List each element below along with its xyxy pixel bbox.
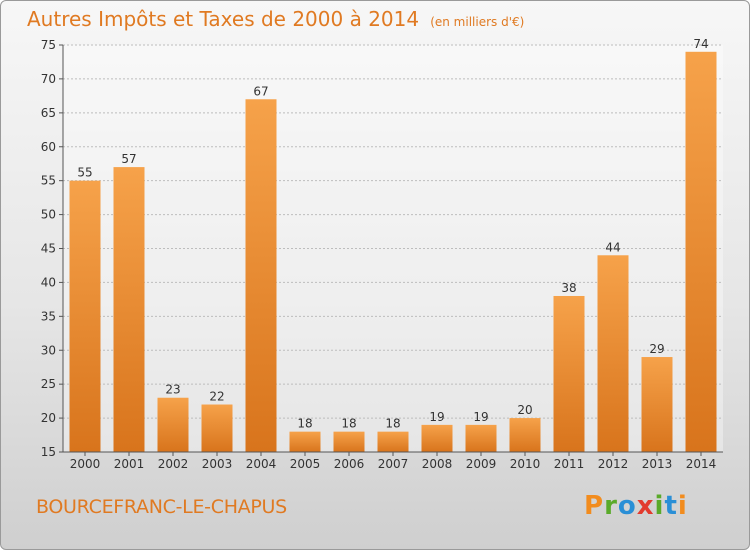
x-tick-label: 2005 [290,457,321,471]
value-label: 20 [517,403,532,417]
x-tick-label: 2009 [466,457,497,471]
y-tick-label: 75 [41,38,56,52]
labels: 15 20 25 30 35 40 45 50 55 60 65 70 75 55 2000 57 2001 23… [41,37,717,471]
chart-title: Autres Impôts et Taxes de 2000 à 2014 [27,7,420,31]
title-area: Autres Impôts et Taxes de 2000 à 2014 (e… [27,7,524,31]
x-tick-label: 2010 [510,457,541,471]
value-label: 19 [473,410,488,424]
bar-2000 [69,180,101,452]
x-tick-label: 2001 [114,457,145,471]
y-tick-label: 70 [41,72,56,86]
bar-2012 [597,255,629,452]
x-tick-label: 2008 [422,457,453,471]
y-tick-label: 50 [41,208,56,222]
bar-2013 [641,357,673,452]
x-tick-label: 2012 [598,457,629,471]
value-label: 22 [209,390,224,404]
y-tick-label: 15 [41,445,56,459]
x-tick-label: 2007 [378,457,409,471]
axes [59,44,723,456]
bars [69,51,717,453]
bar-2014 [685,51,717,453]
logo-letter: x [636,491,655,521]
logo-letter: r [604,491,618,521]
bar-2007 [377,431,409,452]
x-tick-label: 2006 [334,457,365,471]
value-label: 55 [77,166,92,180]
bar-2001 [113,167,145,452]
value-label: 44 [605,240,620,254]
proxiti-logo: Proxiti [584,491,688,521]
y-tick-label: 25 [41,377,56,391]
logo-letter: o [617,491,637,521]
y-tick-label: 60 [41,140,56,154]
x-tick-label: 2014 [686,457,717,471]
x-tick-label: 2004 [246,457,277,471]
y-tick-label: 35 [41,309,56,323]
value-label: 19 [429,410,444,424]
value-label: 23 [165,383,180,397]
logo-letter: t [664,491,678,521]
x-tick-label: 2003 [202,457,233,471]
value-label: 18 [385,417,400,431]
bar-2010 [509,418,541,452]
y-tick-label: 45 [41,242,56,256]
logo-letter: P [584,491,605,521]
y-tick-label: 20 [41,411,56,425]
y-tick-label: 65 [41,106,56,120]
bar-2006 [333,431,365,452]
bar-2008 [421,424,453,452]
bar-2002 [157,397,189,452]
y-tick-label: 55 [41,174,56,188]
value-label: 38 [561,281,576,295]
value-label: 57 [121,152,136,166]
value-label: 67 [253,84,268,98]
x-tick-label: 2002 [158,457,189,471]
logo-letter: i [677,491,688,521]
bar-2005 [289,431,321,452]
x-tick-label: 2000 [70,457,101,471]
x-tick-label: 2011 [554,457,585,471]
bar-2009 [465,424,497,452]
chart-unit: (en milliers d'€) [430,15,525,29]
y-tick-label: 30 [41,343,56,357]
bar-2004 [245,99,277,453]
value-label: 29 [649,342,664,356]
value-label: 18 [297,417,312,431]
bar-2003 [201,404,233,452]
logo-letter: i [654,491,665,521]
x-tick-label: 2013 [642,457,673,471]
value-label: 74 [693,37,708,51]
value-label: 18 [341,417,356,431]
y-tick-label: 40 [41,275,56,289]
grid-lines [63,44,723,453]
place-name: BOURCEFRANC-LE-CHAPUS [36,496,287,518]
bar-2011 [553,295,585,452]
